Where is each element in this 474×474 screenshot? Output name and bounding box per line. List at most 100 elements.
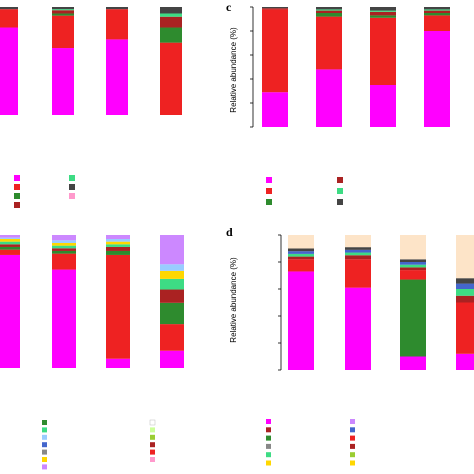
bar-segment: [400, 264, 426, 268]
bar-segment: [52, 242, 76, 246]
bar-segment: [262, 9, 288, 93]
chart-panel-a: [0, 7, 182, 115]
bar-segment: [52, 235, 76, 241]
legend-swatch: [150, 427, 155, 433]
bar-segment: [52, 15, 74, 49]
bar-segment: [316, 69, 342, 127]
bar-segment: [345, 252, 371, 256]
bar-segment: [52, 48, 74, 115]
bar-segment: [0, 238, 20, 242]
bar-segment: [424, 31, 450, 127]
bar-segment: [160, 235, 184, 265]
bar-segment: [106, 238, 130, 242]
panel-label-d: d: [226, 225, 233, 239]
bar-segment: [52, 253, 76, 270]
legend-swatch: [150, 449, 155, 455]
bar-segment: [52, 248, 76, 251]
legend-swatch: [266, 435, 271, 441]
bar-segment: [456, 283, 474, 289]
bar-segment: [316, 13, 342, 17]
legend-swatch: [266, 443, 271, 449]
bar-segment: [345, 259, 371, 288]
bar-segment: [52, 250, 76, 254]
bar-segment: [456, 302, 474, 354]
legend-swatch: [42, 420, 47, 425]
legend-swatch: [42, 449, 47, 455]
bar-segment: [456, 295, 474, 303]
bar-segment: [370, 85, 396, 127]
legend-swatch: [42, 427, 47, 433]
legend-swatch: [350, 452, 355, 458]
legend-swatch: [337, 199, 343, 205]
bar-segment: [288, 271, 314, 370]
y-axis-label-c: Relative abundance (%): [229, 27, 238, 113]
bar-segment: [106, 244, 130, 247]
bar-segment: [400, 267, 426, 271]
bar-segment: [316, 9, 342, 11]
bar-segment: [288, 248, 314, 252]
legend-swatch: [266, 419, 271, 424]
bar-segment: [345, 287, 371, 370]
bar-segment: [52, 10, 74, 14]
bar-segment: [262, 92, 288, 127]
bar-segment: [424, 9, 450, 11]
chart-panel-b: [0, 235, 184, 368]
legend-swatch: [350, 427, 355, 433]
bar-segment: [316, 16, 342, 70]
bar-segment: [288, 256, 314, 260]
legend-swatch: [42, 457, 47, 462]
bar-segment: [160, 27, 182, 43]
legend-swatch: [14, 193, 20, 199]
chart-panel-d: d Relative abundance (%): [226, 225, 474, 371]
bar-segment: [0, 241, 20, 245]
bar-segment: [0, 237, 20, 239]
bar-segment: [370, 11, 396, 16]
bar-segment: [456, 289, 474, 296]
legend-swatch: [42, 434, 47, 440]
legend-swatch: [149, 419, 156, 426]
bar-segment: [160, 278, 184, 290]
bar-segment: [316, 7, 342, 10]
bar-segment: [52, 9, 74, 11]
bar-segment: [160, 289, 184, 303]
legend-swatch: [150, 442, 155, 448]
legend-swatch: [266, 188, 272, 194]
bar-segment: [400, 235, 426, 260]
legend-swatch: [337, 188, 343, 194]
bar-segment: [160, 270, 184, 279]
bar-segment: [0, 249, 20, 255]
legend-swatch: [350, 419, 355, 424]
bar-segment: [0, 244, 20, 247]
bar-segment: [288, 253, 314, 257]
bar-segment: [0, 246, 20, 250]
bar-segment: [456, 278, 474, 284]
bar-segment: [160, 16, 182, 28]
bar-segment: [106, 39, 128, 115]
bar-segment: [424, 7, 450, 10]
bar-segment: [106, 250, 130, 255]
chart-panel-c: c Relative abundance (%): [226, 0, 450, 128]
legend-swatch: [350, 443, 355, 449]
bar-segment: [106, 241, 130, 245]
bar-segment: [370, 15, 396, 18]
bar-segment: [400, 259, 426, 262]
bar-segment: [262, 8, 288, 10]
legend-swatch: [150, 457, 155, 462]
bar-segment: [400, 270, 426, 280]
bar-segment: [0, 235, 20, 238]
legend-swatch: [266, 460, 271, 466]
bar-segment: [370, 10, 396, 12]
bar-segment: [160, 324, 184, 351]
bar-segment: [160, 42, 182, 115]
bar-segment: [345, 255, 371, 260]
legend-d: [266, 419, 355, 466]
legend-swatch: [266, 199, 272, 205]
bar-segment: [288, 259, 314, 272]
bar-segment: [106, 9, 128, 40]
bar-segment: [400, 279, 426, 357]
bar-segment: [262, 7, 288, 9]
legend-swatch: [350, 435, 355, 441]
bar-segment: [160, 302, 184, 325]
y-axis-label-d: Relative abundance (%): [229, 257, 238, 343]
